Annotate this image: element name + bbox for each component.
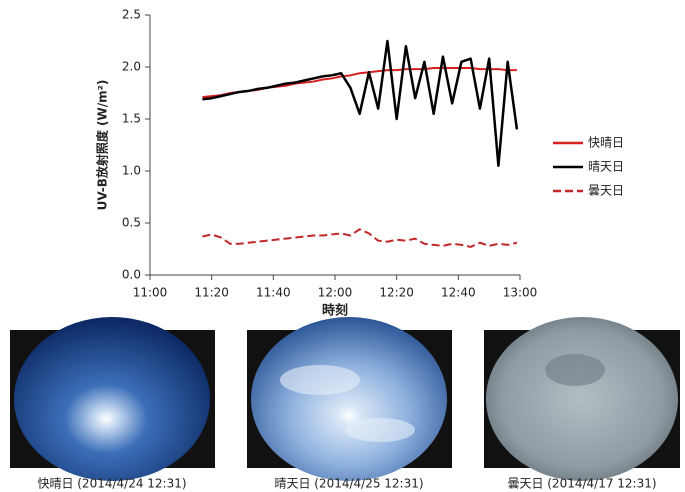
y-tick-label: 1.0 [122, 164, 141, 178]
y-tick-label: 0.5 [122, 216, 141, 230]
x-tick-label: 12:00 [318, 286, 353, 300]
y-axis-label: UV-B放射照度 (W/m²) [95, 80, 110, 211]
series-line [202, 68, 517, 97]
legend-label: 曇天日 [588, 184, 624, 198]
series-line [202, 229, 517, 247]
page: 快晴日 (2014/4/24 12:31) 晴天日 (2014/4/25 12:… [0, 0, 685, 492]
x-tick-label: 11:40 [256, 286, 291, 300]
x-tick-label: 11:00 [133, 286, 168, 300]
photos: 快晴日 (2014/4/24 12:31) 晴天日 (2014/4/25 12:… [10, 317, 680, 491]
x-tick-label: 13:00 [503, 286, 538, 300]
y-tick-label: 1.5 [122, 112, 141, 126]
series-line [202, 41, 517, 166]
y-tick-label: 2.0 [122, 60, 141, 74]
y-tick-label: 2.5 [122, 8, 141, 22]
photo [251, 317, 447, 481]
photo [486, 317, 678, 481]
cloud [545, 354, 605, 386]
caption: 晴天日 (2014/4/25 12:31) [274, 477, 423, 491]
cloud [280, 365, 360, 395]
y-tick-label: 0.0 [122, 268, 141, 282]
caption: 曇天日 (2014/4/17 12:31) [507, 477, 656, 491]
photo [14, 317, 210, 481]
x-tick-label: 11:20 [194, 286, 229, 300]
x-axis-label: 時刻 [322, 303, 348, 319]
caption: 快晴日 (2014/4/24 12:31) [37, 477, 186, 491]
x-tick-label: 12:40 [441, 286, 476, 300]
cloud [345, 418, 415, 442]
x-tick-label: 12:20 [379, 286, 414, 300]
legend-label: 晴天日 [588, 160, 624, 174]
legend-label: 快晴日 [588, 136, 624, 150]
